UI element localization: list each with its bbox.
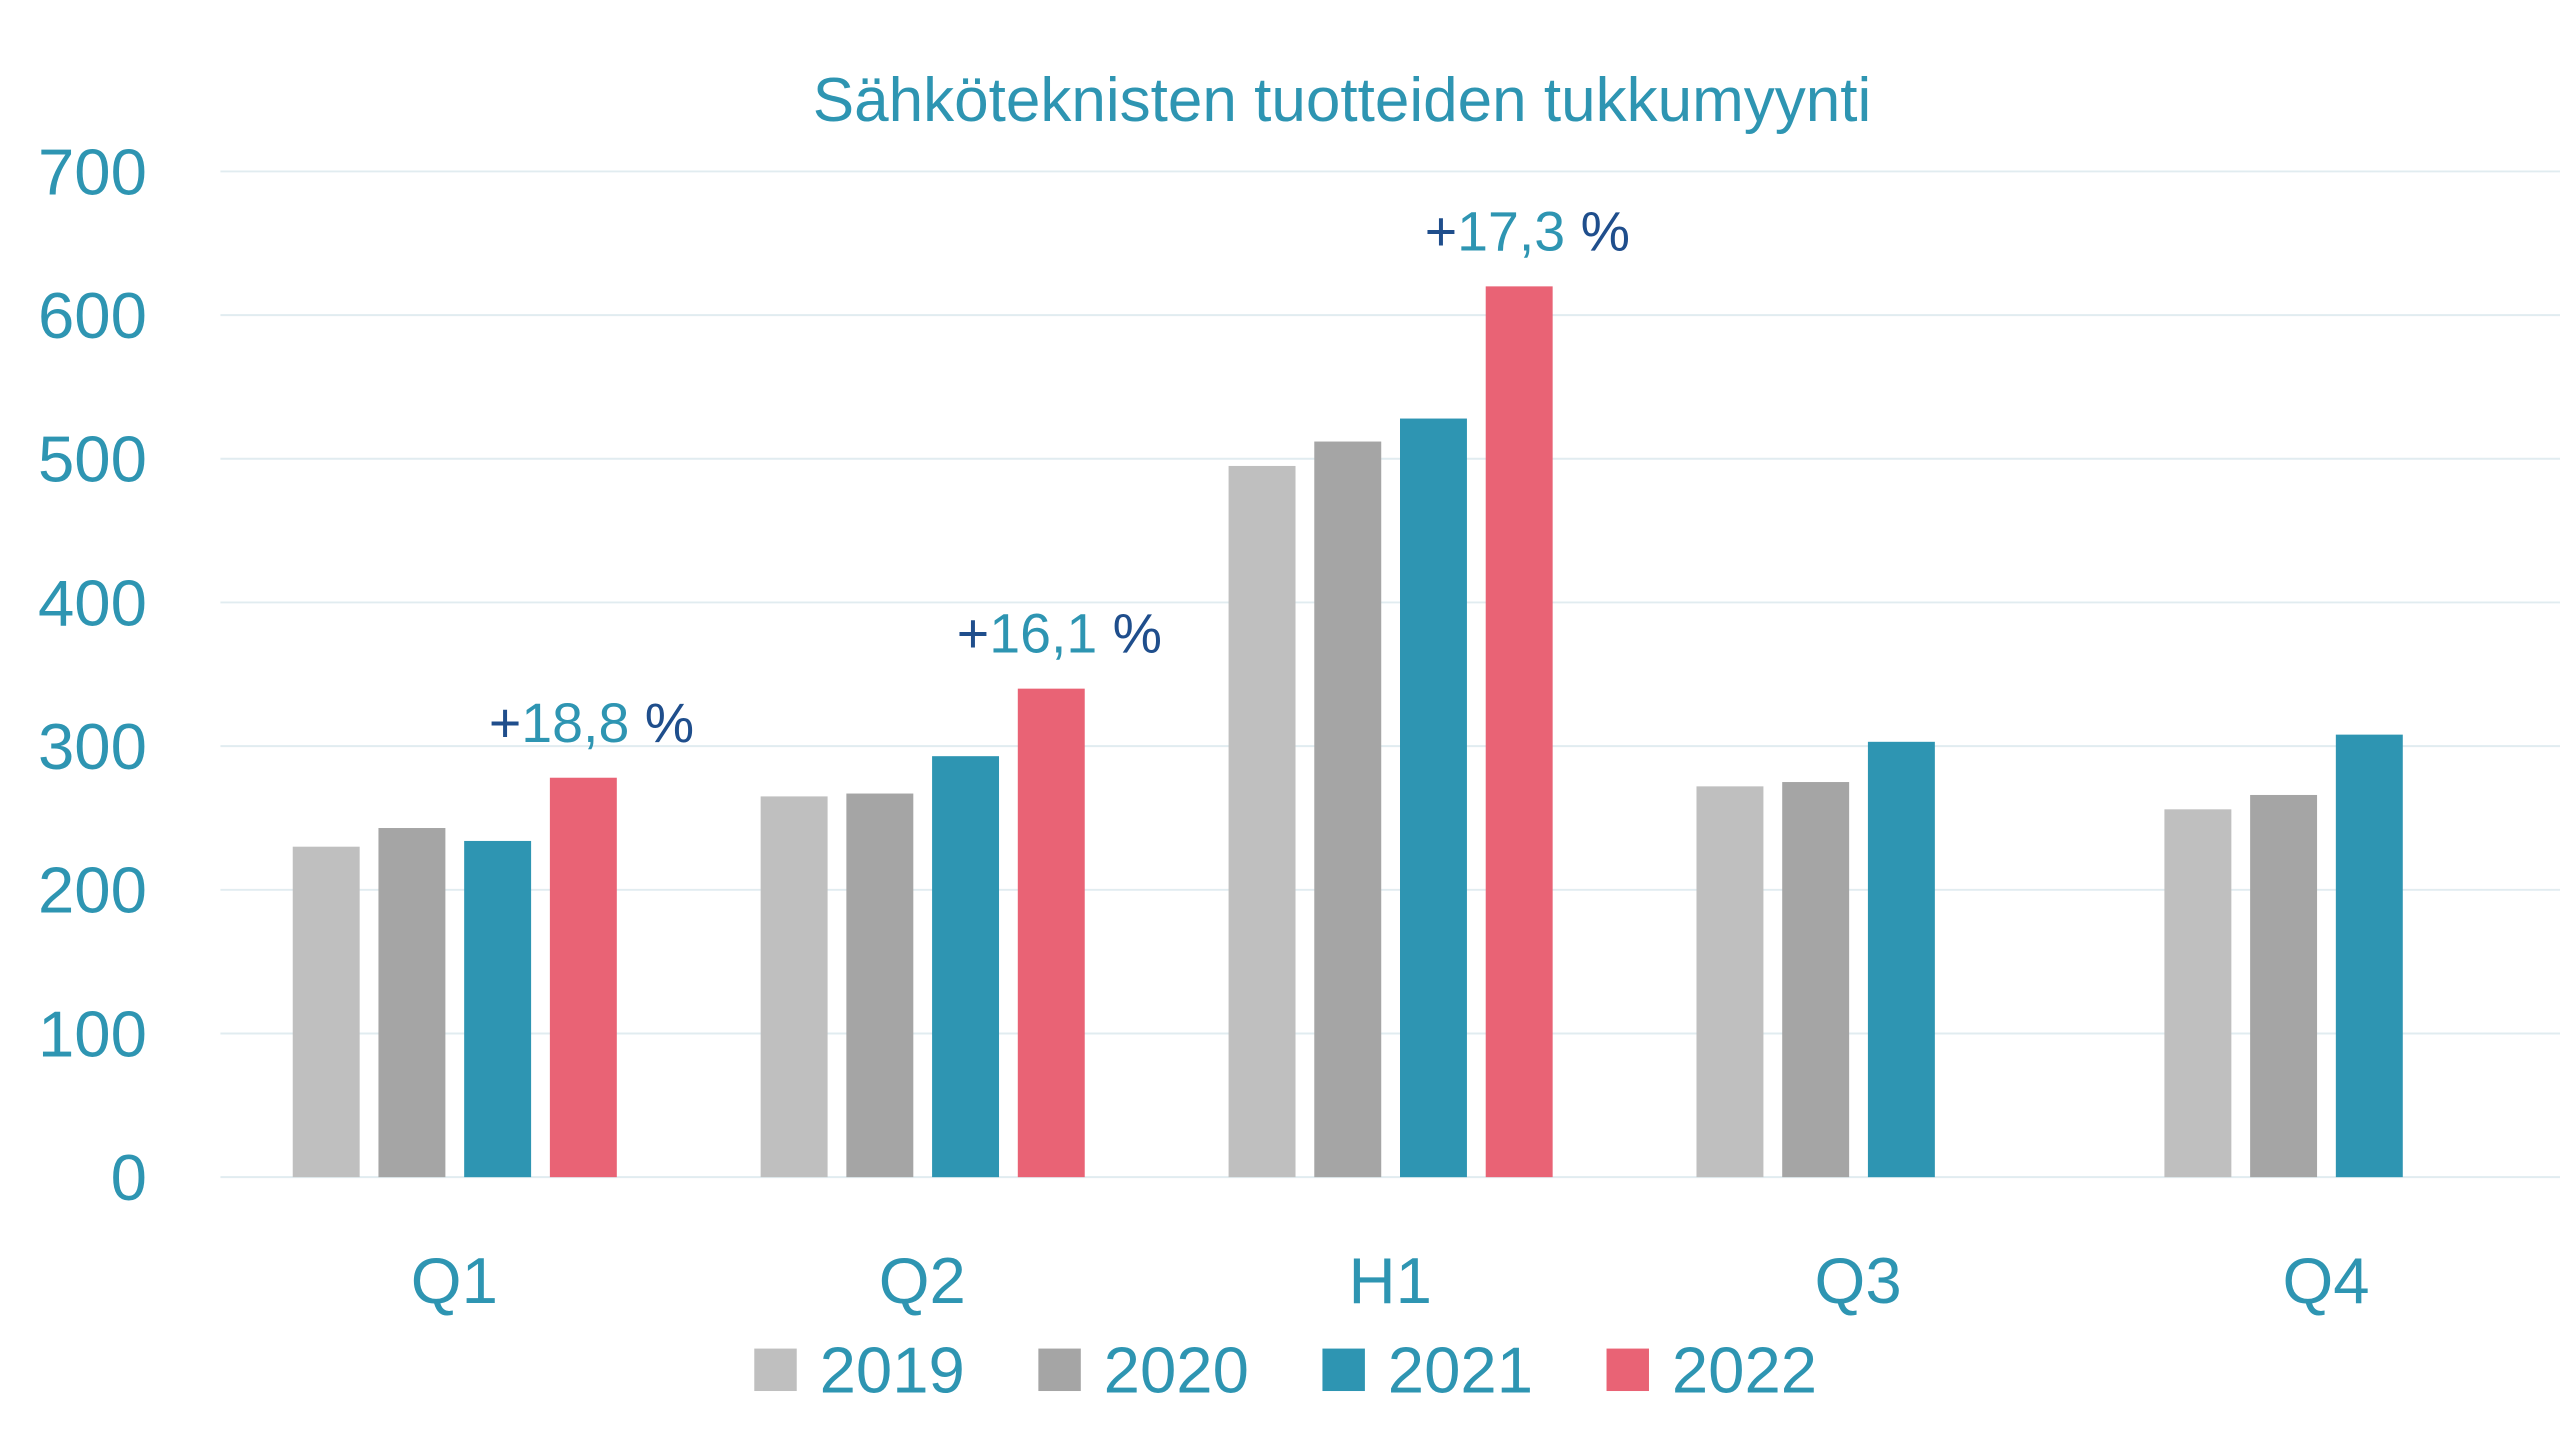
chart-title: Sähköteknisten tuotteiden tukkumyynti: [813, 66, 1872, 135]
bar-2019-Q4: [2164, 809, 2232, 1178]
y-tick-label: 200: [38, 854, 147, 927]
bar-2021-Q2: [932, 756, 1000, 1178]
legend: 2019 2020 2021 2022: [754, 1334, 1817, 1407]
y-tick-label: 400: [38, 566, 147, 639]
bar-2019-Q3: [1696, 786, 1764, 1178]
bar-2022-H1: [1485, 286, 1553, 1178]
growth-annotation: +16,1 %: [957, 603, 1162, 665]
legend-label: 2020: [1104, 1334, 1249, 1407]
annotation-sign: +: [489, 692, 521, 754]
x-axis: Q1 Q2 H1 Q3 Q4: [411, 1244, 2370, 1317]
bar-2021-H1: [1400, 418, 1467, 1178]
annotation-unit: %: [1581, 200, 1630, 262]
bar-2020-H1: [1314, 441, 1382, 1178]
legend-swatch: [754, 1348, 797, 1392]
legend-item-2021: 2021: [1322, 1334, 1533, 1407]
bar-2019-Q2: [760, 796, 828, 1178]
legend-swatch: [1038, 1348, 1081, 1392]
y-tick-label: 100: [38, 997, 147, 1070]
growth-annotation: +18,8 %: [489, 692, 694, 754]
legend-swatch: [1322, 1348, 1365, 1392]
annotations: +18,8 %+16,1 %+17,3 %: [489, 200, 1630, 753]
annotation-value: 17,3: [1457, 200, 1580, 262]
annotation-sign: +: [957, 603, 989, 665]
y-axis: 0 100 200 300 400 500 600 700: [38, 135, 147, 1214]
x-tick-label: Q2: [879, 1244, 966, 1317]
bar-2021-Q4: [2335, 734, 2403, 1178]
y-tick-label: 0: [111, 1141, 147, 1214]
x-tick-label: H1: [1348, 1244, 1431, 1317]
bar-2019-H1: [1228, 465, 1296, 1178]
y-tick-label: 500: [38, 423, 147, 496]
y-tick-label: 600: [38, 279, 147, 352]
annotation-value: 16,1: [989, 603, 1112, 665]
legend-label: 2022: [1672, 1334, 1817, 1407]
x-tick-label: Q4: [2282, 1244, 2369, 1317]
legend-item-2020: 2020: [1038, 1334, 1249, 1407]
legend-item-2019: 2019: [754, 1334, 965, 1407]
bar-2022-Q2: [1017, 688, 1085, 1178]
annotation-value: 18,8: [521, 692, 644, 754]
legend-label: 2019: [820, 1334, 965, 1407]
x-tick-label: Q3: [1815, 1244, 1902, 1317]
x-tick-label: Q1: [411, 1244, 498, 1317]
annotation-unit: %: [645, 692, 694, 754]
bar-2021-Q1: [464, 840, 532, 1178]
bar-2019-Q1: [292, 846, 360, 1178]
y-tick-label: 700: [38, 135, 147, 208]
bar-2020-Q4: [2250, 794, 2318, 1178]
annotation-unit: %: [1113, 603, 1162, 665]
legend-swatch: [1606, 1348, 1649, 1392]
bar-2020-Q2: [846, 793, 914, 1178]
bar-2021-Q3: [1867, 741, 1935, 1178]
annotation-sign: +: [1425, 200, 1457, 262]
y-tick-label: 300: [38, 710, 147, 783]
legend-item-2022: 2022: [1606, 1334, 1817, 1407]
bar-2022-Q1: [549, 777, 617, 1178]
bar-2020-Q3: [1782, 782, 1850, 1178]
bar-2020-Q1: [378, 828, 446, 1178]
bars: [292, 286, 2403, 1178]
legend-label: 2021: [1388, 1334, 1533, 1407]
growth-annotation: +17,3 %: [1425, 200, 1630, 262]
